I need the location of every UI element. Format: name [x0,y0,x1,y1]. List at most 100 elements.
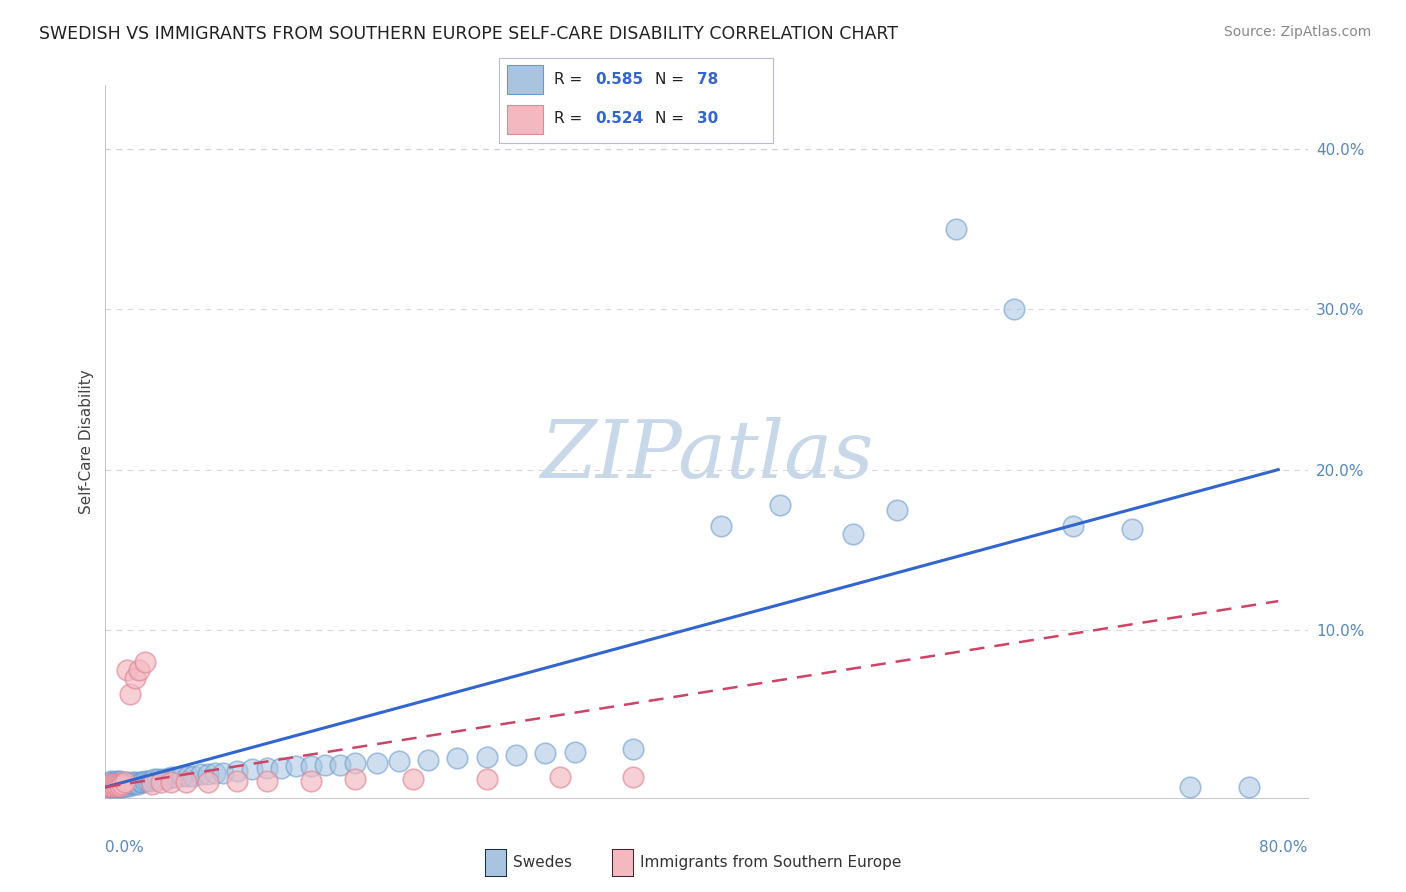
Point [134,655,156,669]
Point [108,773,131,788]
Point [139,773,162,788]
Text: Swedes: Swedes [513,855,572,870]
Point [160,775,183,789]
Point [475,749,498,764]
Point [446,751,468,765]
Point [97,779,120,793]
Point [710,518,733,533]
Point [621,741,644,756]
Point [299,759,322,773]
Text: R =: R = [554,112,588,127]
Text: R =: R = [554,71,588,87]
Point [105,773,128,788]
Text: ZIPatlas: ZIPatlas [540,417,873,494]
Point [197,767,219,781]
Point [107,777,129,791]
Y-axis label: Self-Care Disability: Self-Care Disability [79,369,94,514]
Point [104,777,127,791]
Point [165,771,187,785]
Text: N =: N = [655,112,689,127]
Point [621,771,644,785]
Point [156,772,179,786]
Point [190,767,212,781]
Point [240,763,263,777]
Point [110,780,132,794]
Point [416,753,439,767]
Point [125,775,148,789]
Point [110,777,132,791]
Point [100,773,122,788]
Point [100,779,122,793]
Point [183,769,205,783]
Point [1062,518,1084,533]
FancyBboxPatch shape [508,65,543,94]
Point [100,779,122,793]
Point [108,779,131,793]
Point [842,526,865,541]
Point [211,765,233,780]
Point [1237,780,1260,794]
Point [152,772,174,786]
Point [1180,780,1202,794]
Text: 0.524: 0.524 [595,112,644,127]
Point [141,777,163,791]
Point [176,769,198,783]
Point [343,756,366,770]
Point [131,775,153,789]
Point [98,775,121,789]
Point [769,498,792,512]
Point [98,777,121,791]
Point [115,779,138,793]
Point [124,777,146,791]
Point [134,773,156,788]
Point [129,775,152,789]
Point [256,773,278,788]
Point [97,779,120,793]
Point [314,757,336,772]
Point [96,779,118,793]
Point [475,772,498,786]
Point [121,777,143,791]
Point [104,777,127,791]
Point [98,780,121,794]
Text: Immigrants from Southern Europe: Immigrants from Southern Europe [640,855,901,870]
Point [256,761,278,775]
Point [114,775,136,789]
FancyBboxPatch shape [508,105,543,134]
Point [226,764,249,778]
Point [127,777,149,791]
Point [402,772,425,786]
Point [388,755,411,769]
Text: Source: ZipAtlas.com: Source: ZipAtlas.com [1223,25,1371,39]
Point [101,777,124,791]
Point [564,745,586,759]
Point [534,747,557,761]
Point [108,779,131,793]
Point [285,759,308,773]
Point [118,779,141,793]
Point [97,777,120,791]
Point [226,773,249,788]
Point [886,502,908,516]
Point [107,775,129,789]
Point [505,747,527,762]
Point [329,757,352,772]
Point [110,777,132,791]
Point [105,779,128,793]
Text: 0.585: 0.585 [595,71,643,87]
Point [122,775,145,789]
Point [299,773,322,788]
Point [160,771,183,785]
Point [204,765,226,780]
Point [197,775,219,789]
Point [343,772,366,786]
Text: N =: N = [655,71,689,87]
Text: 78: 78 [696,71,718,87]
Point [174,775,197,789]
Point [128,663,150,677]
Point [103,779,125,793]
Point [270,761,292,775]
Point [105,779,128,793]
Text: 0.0%: 0.0% [105,840,145,855]
Text: 80.0%: 80.0% [1260,840,1308,855]
